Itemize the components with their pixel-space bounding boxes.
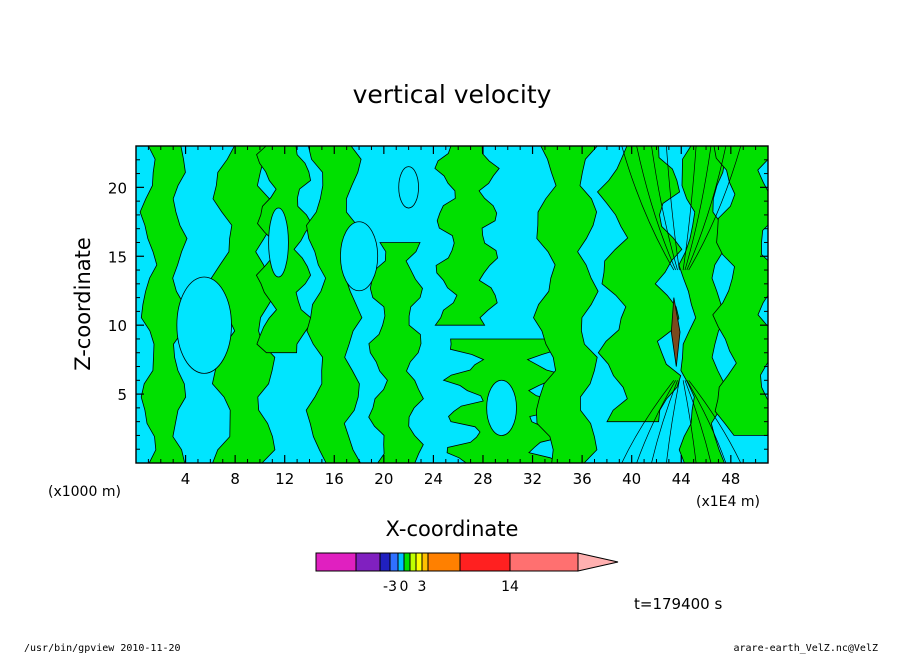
footer-left: /usr/bin/gpview 2010-11-20 <box>24 643 181 654</box>
velocity-field <box>136 146 768 463</box>
positive-region <box>139 146 188 463</box>
x-tick-label: 12 <box>275 470 294 488</box>
x-tick-label: 48 <box>721 470 740 488</box>
colorbar-segment <box>415 552 423 572</box>
x-tick-label: 24 <box>424 470 443 488</box>
positive-region <box>434 146 500 326</box>
negative-cell <box>176 276 232 374</box>
colorbar-segment <box>427 552 461 572</box>
colorbar-segment <box>315 552 357 572</box>
x-tick-label: 44 <box>672 470 691 488</box>
time-label: t=179400 s <box>634 595 722 613</box>
colorbar-label: 0 <box>400 579 409 595</box>
colorbar-segment <box>459 552 511 572</box>
colorbar-label: 3 <box>418 579 427 595</box>
x-tick-label: 20 <box>374 470 393 488</box>
x-tick-label: 32 <box>523 470 542 488</box>
x-tick-label: 36 <box>573 470 592 488</box>
colorbar: -3 0 3 14 <box>315 552 619 595</box>
contour-line <box>682 146 697 271</box>
colorbar-segment <box>379 552 391 572</box>
negative-cell <box>398 166 419 209</box>
negative-cell <box>340 221 379 292</box>
plot-frame <box>135 145 769 464</box>
colorbar-segment <box>403 552 411 572</box>
contour-line <box>684 380 712 463</box>
y-axis: 5 10 15 20 <box>108 159 768 450</box>
contour-line <box>688 146 742 271</box>
contour-line <box>684 146 712 271</box>
contour-line <box>636 146 676 271</box>
contour-line <box>686 380 727 463</box>
colorbar-arrow <box>577 552 619 572</box>
contour-line <box>688 380 742 463</box>
colorbar-label: 14 <box>501 579 519 595</box>
x-tick-label: 28 <box>473 470 492 488</box>
contour-line <box>651 380 678 463</box>
y-tick-label: 5 <box>117 386 127 404</box>
contour-line <box>686 146 727 271</box>
x-unit-right: (x1E4 m) <box>696 494 760 510</box>
x-tick-label: 8 <box>230 470 240 488</box>
y-tick-label: 15 <box>108 248 127 266</box>
colorbar-segment <box>409 552 417 572</box>
chart-title: vertical velocity <box>353 80 552 109</box>
x-axis: 4 8 12 16 20 24 28 32 36 40 44 48 <box>147 146 757 488</box>
positive-region <box>368 242 424 463</box>
x-tick-label: 40 <box>622 470 641 488</box>
plot-area <box>135 145 769 464</box>
x-unit-left: (x1000 m) <box>48 484 121 500</box>
positive-region <box>533 146 599 463</box>
positive-region <box>596 146 683 423</box>
contour-line <box>621 146 675 271</box>
y-tick-label: 20 <box>108 179 127 197</box>
contour-line <box>651 146 678 271</box>
strong-updraft <box>670 297 681 367</box>
colorbar-segment <box>355 552 381 572</box>
x-tick-label: 4 <box>181 470 191 488</box>
y-tick-label: 10 <box>108 317 127 335</box>
colorbar-label: -3 <box>383 579 397 595</box>
negative-cell <box>268 207 289 278</box>
contour-line <box>666 380 680 463</box>
contour-line <box>636 380 676 463</box>
colorbar-segment <box>397 552 405 572</box>
colorbar-segment <box>421 552 429 572</box>
x-axis-label: X-coordinate <box>386 517 519 541</box>
x-tick-label: 16 <box>325 470 344 488</box>
contour-line <box>621 380 675 463</box>
contour-line <box>682 380 697 463</box>
footer-right: arare-earth_VelZ.nc@VelZ <box>734 643 879 654</box>
y-axis-label: Z-coordinate <box>71 237 95 371</box>
negative-cell <box>486 379 517 436</box>
colorbar-segment <box>389 552 399 572</box>
colorbar-segment <box>509 552 579 572</box>
contour-line <box>666 146 680 271</box>
